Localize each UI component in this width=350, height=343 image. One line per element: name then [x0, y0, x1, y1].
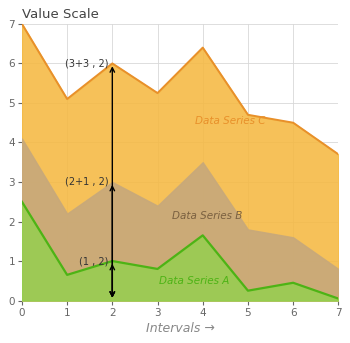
X-axis label: Intervals →: Intervals → [146, 322, 215, 335]
Text: Data Series B: Data Series B [172, 211, 243, 221]
Text: (2+1 , 2): (2+1 , 2) [65, 177, 109, 187]
Text: (3+3 , 2): (3+3 , 2) [65, 58, 109, 68]
Text: Value Scale: Value Scale [22, 8, 99, 21]
Text: Data Series A: Data Series A [159, 276, 229, 286]
Text: Data Series C: Data Series C [195, 116, 265, 126]
Text: (1 , 2): (1 , 2) [79, 256, 109, 266]
